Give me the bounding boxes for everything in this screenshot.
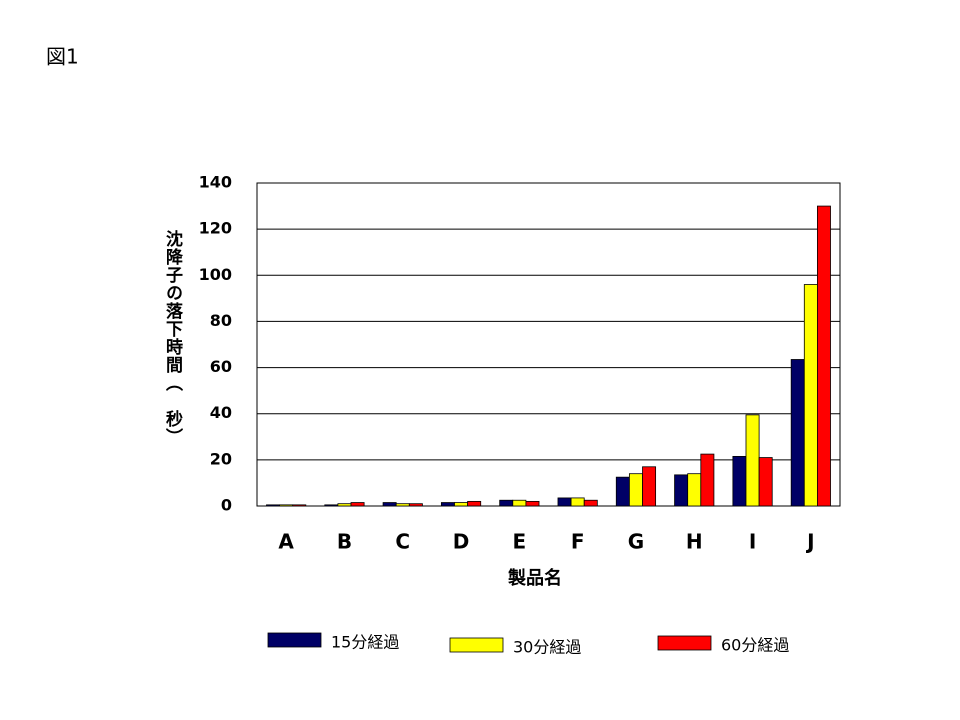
bar: [382, 502, 397, 507]
chart-title: 図1: [46, 45, 79, 69]
legend-label: 60分経過: [721, 636, 789, 655]
legend-label: 15分経過: [331, 633, 399, 652]
bar: [732, 455, 747, 507]
y-tick-label: 60: [210, 357, 232, 376]
x-tick-label: E: [513, 530, 527, 554]
bar: [583, 499, 598, 507]
bar: [817, 205, 831, 507]
x-tick-label: B: [337, 530, 352, 554]
y-tick-label: 100: [199, 265, 232, 284]
legend-swatch: [657, 635, 712, 651]
x-axis-label: 製品名: [507, 567, 562, 589]
y-tick-label: 40: [210, 403, 232, 422]
x-tick-label: A: [278, 530, 294, 554]
bar: [700, 453, 715, 507]
bar: [687, 473, 702, 507]
bar: [570, 497, 585, 507]
bar: [525, 500, 540, 507]
y-tick-label: 140: [199, 173, 232, 192]
bar: [395, 503, 410, 507]
bar: [512, 499, 527, 507]
legend-label: 30分経過: [513, 638, 581, 657]
bar: [454, 502, 469, 507]
x-tick-label: C: [395, 530, 410, 554]
bar: [499, 499, 514, 507]
x-tick-label: D: [453, 530, 470, 554]
bar: [745, 414, 760, 507]
y-tick-label: 120: [199, 219, 232, 238]
legend-swatch: [449, 637, 504, 653]
bar: [790, 359, 805, 507]
bar: [557, 497, 572, 507]
bar: [803, 284, 818, 507]
bar: [758, 457, 773, 507]
y-tick-label: 0: [221, 496, 232, 515]
x-tick-label: H: [686, 530, 703, 554]
y-tick-label: 20: [210, 449, 232, 468]
bar: [279, 504, 294, 507]
bar: [292, 504, 307, 507]
bar: [642, 466, 657, 507]
bar: [408, 503, 423, 507]
bar: [324, 504, 339, 507]
x-tick-label: I: [749, 530, 756, 554]
bar: [266, 504, 280, 507]
bar: [628, 473, 643, 507]
bar: [615, 476, 630, 507]
legend-swatch: [267, 632, 322, 648]
bar: [337, 503, 352, 507]
bar: [674, 474, 689, 507]
y-tick-label: 80: [210, 311, 232, 330]
bar: [350, 502, 365, 507]
x-tick-label: J: [805, 530, 814, 554]
x-tick-label: F: [571, 530, 585, 554]
bar: [440, 502, 455, 507]
x-tick-label: G: [628, 530, 644, 554]
y-axis-label: 沈降子の落下時間（ 秒）: [162, 229, 183, 446]
bar: [467, 500, 482, 507]
